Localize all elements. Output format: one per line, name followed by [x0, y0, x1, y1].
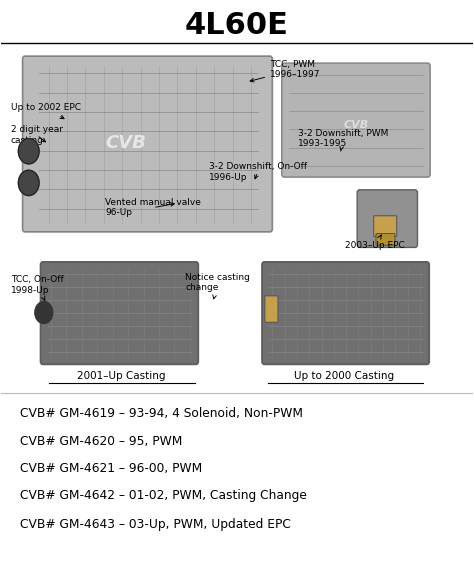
FancyBboxPatch shape [262, 262, 429, 364]
Text: CVB# GM-4619 – 93-94, 4 Solenoid, Non-PWM: CVB# GM-4619 – 93-94, 4 Solenoid, Non-PW… [20, 407, 303, 420]
FancyBboxPatch shape [23, 56, 273, 232]
FancyBboxPatch shape [40, 262, 198, 364]
Text: Vented manual valve
96-Up: Vented manual valve 96-Up [105, 198, 201, 217]
Text: CVB# GM-4620 – 95, PWM: CVB# GM-4620 – 95, PWM [20, 435, 182, 448]
Text: 2003–Up EPC: 2003–Up EPC [346, 235, 405, 250]
Text: 4L60E: 4L60E [185, 11, 289, 40]
Text: Notice casting
change: Notice casting change [185, 273, 250, 299]
Text: 3-2 Downshift, On-Off
1996-Up: 3-2 Downshift, On-Off 1996-Up [209, 162, 307, 182]
Text: Up to 2002 EPC: Up to 2002 EPC [11, 104, 81, 119]
FancyBboxPatch shape [376, 233, 395, 245]
Text: CVB# GM-4621 – 96-00, PWM: CVB# GM-4621 – 96-00, PWM [20, 461, 202, 475]
Circle shape [35, 302, 53, 324]
FancyBboxPatch shape [265, 296, 278, 323]
Text: CVB: CVB [106, 134, 146, 152]
FancyBboxPatch shape [374, 216, 397, 236]
Text: TCC, On-Off
1998-Up: TCC, On-Off 1998-Up [11, 275, 64, 300]
Text: 2 digit year
casting: 2 digit year casting [11, 126, 63, 145]
Circle shape [18, 138, 39, 164]
FancyBboxPatch shape [282, 63, 430, 177]
FancyBboxPatch shape [357, 190, 418, 247]
Text: Up to 2000 Casting: Up to 2000 Casting [294, 371, 394, 381]
Text: 3-2 Downshift, PWM
1993-1995: 3-2 Downshift, PWM 1993-1995 [298, 129, 389, 151]
Text: CVB: CVB [343, 120, 368, 130]
Text: CVB# GM-4642 – 01-02, PWM, Casting Change: CVB# GM-4642 – 01-02, PWM, Casting Chang… [20, 489, 307, 503]
Text: 2001–Up Casting: 2001–Up Casting [77, 371, 166, 381]
Text: CVB# GM-4643 – 03-Up, PWM, Updated EPC: CVB# GM-4643 – 03-Up, PWM, Updated EPC [20, 518, 291, 531]
Circle shape [18, 170, 39, 196]
Text: TCC, PWM
1996–1997: TCC, PWM 1996–1997 [250, 60, 320, 82]
